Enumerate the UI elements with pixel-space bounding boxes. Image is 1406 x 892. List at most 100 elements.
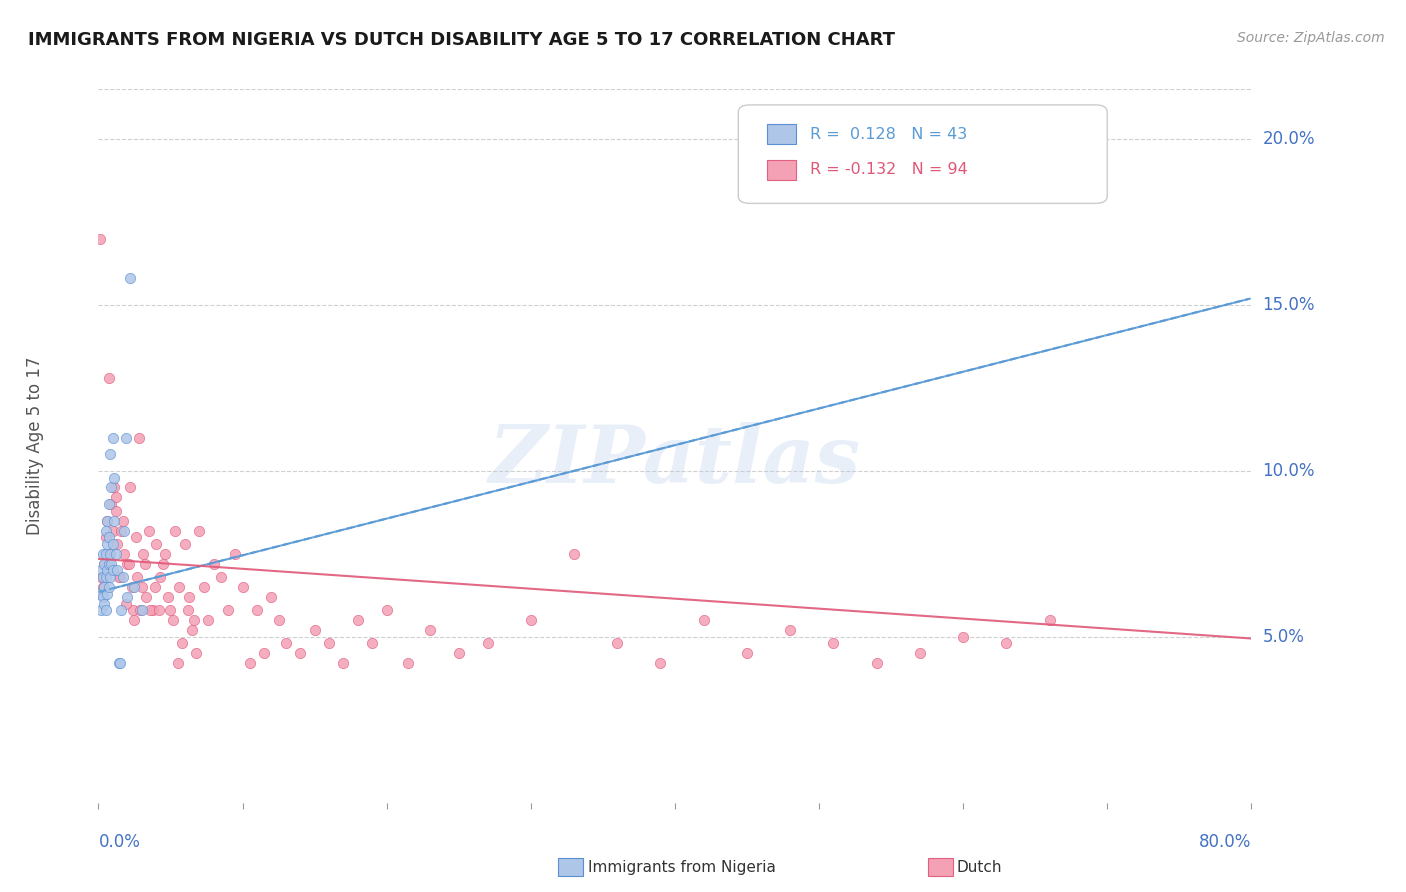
- Point: [332, 657, 354, 671]
- Point: [91, 570, 114, 584]
- Point: [97, 497, 120, 511]
- Point: [101, 537, 124, 551]
- Point: [138, 524, 160, 538]
- Point: [188, 524, 211, 538]
- Text: Immigrants from Nigeria: Immigrants from Nigeria: [588, 860, 776, 874]
- Point: [995, 636, 1018, 650]
- Point: [91, 580, 114, 594]
- Point: [952, 630, 974, 644]
- Point: [179, 590, 201, 604]
- Point: [174, 537, 197, 551]
- Text: 5.0%: 5.0%: [1263, 628, 1305, 646]
- Point: [866, 657, 889, 671]
- Point: [91, 547, 114, 561]
- Point: [134, 557, 156, 571]
- Point: [104, 547, 127, 561]
- Text: Source: ZipAtlas.com: Source: ZipAtlas.com: [1237, 31, 1385, 45]
- Text: R =  0.128   N = 43: R = 0.128 N = 43: [810, 127, 967, 142]
- Point: [181, 624, 204, 638]
- Point: [96, 587, 118, 601]
- Point: [112, 524, 135, 538]
- Point: [100, 481, 122, 495]
- Point: [107, 657, 129, 671]
- Text: 10.0%: 10.0%: [1263, 462, 1315, 480]
- Point: [89, 231, 111, 245]
- Point: [908, 647, 931, 661]
- Point: [419, 624, 441, 638]
- Point: [131, 603, 153, 617]
- Point: [159, 603, 181, 617]
- Point: [97, 580, 120, 594]
- Point: [143, 580, 166, 594]
- Text: Disability Age 5 to 17: Disability Age 5 to 17: [25, 357, 44, 535]
- Point: [103, 470, 125, 484]
- Point: [274, 636, 297, 650]
- Point: [346, 613, 368, 627]
- Point: [93, 597, 115, 611]
- Point: [1039, 613, 1062, 627]
- Point: [253, 647, 276, 661]
- Point: [104, 491, 127, 505]
- Point: [231, 580, 254, 594]
- Point: [96, 514, 118, 528]
- Point: [108, 570, 131, 584]
- Point: [111, 514, 134, 528]
- Point: [96, 537, 118, 551]
- Point: [114, 431, 136, 445]
- Point: [120, 481, 142, 495]
- Point: [132, 547, 155, 561]
- Point: [118, 557, 141, 571]
- Point: [202, 557, 225, 571]
- Point: [290, 647, 312, 661]
- Point: [135, 590, 157, 604]
- Point: [89, 587, 111, 601]
- Text: IMMIGRANTS FROM NIGERIA VS DUTCH DISABILITY AGE 5 TO 17 CORRELATION CHART: IMMIGRANTS FROM NIGERIA VS DUTCH DISABIL…: [28, 31, 896, 49]
- Point: [94, 603, 117, 617]
- Text: R = -0.132   N = 94: R = -0.132 N = 94: [810, 162, 967, 178]
- Point: [120, 271, 142, 285]
- Point: [375, 603, 398, 617]
- Point: [127, 570, 149, 584]
- Point: [246, 603, 269, 617]
- Point: [117, 557, 139, 571]
- Point: [163, 524, 186, 538]
- Point: [112, 547, 135, 561]
- Point: [139, 603, 162, 617]
- Point: [124, 613, 146, 627]
- Point: [197, 613, 219, 627]
- Point: [124, 580, 146, 594]
- Point: [98, 547, 121, 561]
- Point: [186, 647, 208, 661]
- Point: [104, 504, 127, 518]
- Point: [148, 603, 170, 617]
- Point: [129, 603, 152, 617]
- Point: [100, 497, 122, 511]
- FancyBboxPatch shape: [738, 105, 1108, 203]
- Point: [693, 613, 716, 627]
- Point: [122, 603, 145, 617]
- Point: [94, 547, 117, 561]
- Point: [162, 613, 184, 627]
- Point: [98, 570, 121, 584]
- Point: [318, 636, 340, 650]
- Point: [101, 524, 124, 538]
- Point: [606, 636, 628, 650]
- Point: [107, 570, 129, 584]
- Point: [121, 580, 143, 594]
- Point: [125, 530, 148, 544]
- Point: [183, 613, 205, 627]
- Point: [110, 524, 132, 538]
- Point: [90, 570, 112, 584]
- Point: [97, 557, 120, 571]
- Text: ZIPatlas: ZIPatlas: [489, 422, 860, 499]
- Point: [170, 636, 193, 650]
- Point: [101, 564, 124, 578]
- Point: [100, 557, 122, 571]
- Point: [91, 590, 114, 604]
- Point: [149, 570, 172, 584]
- Point: [650, 657, 672, 671]
- Point: [114, 597, 136, 611]
- FancyBboxPatch shape: [768, 160, 796, 180]
- Point: [562, 547, 585, 561]
- Point: [267, 613, 290, 627]
